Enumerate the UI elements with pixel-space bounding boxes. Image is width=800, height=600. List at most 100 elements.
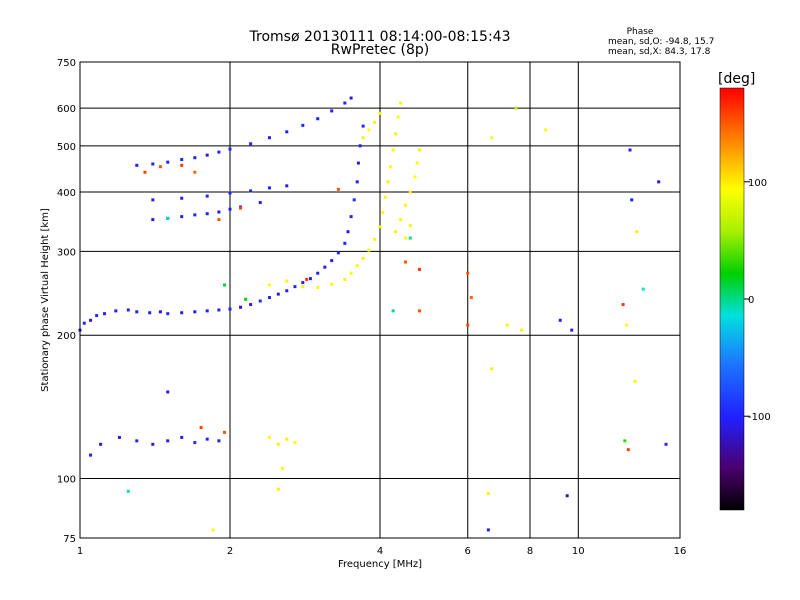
data-point [391,148,395,152]
colorbar-ticks: 100 0 -100 [744,178,771,423]
data-point [356,161,360,165]
stats-line-x: mean, sd,X: 84.3, 17.8 [608,47,711,57]
data-point [349,215,353,219]
stats-line-o: mean, sd,O: -94.8, 15.7 [608,37,714,47]
data-point [520,328,524,332]
data-point [336,251,340,255]
data-point [343,277,347,281]
data-point [343,101,347,105]
data-point [316,117,320,121]
data-point [486,528,490,532]
data-point [403,260,407,264]
data-point [114,309,118,313]
data-point [408,190,412,194]
data-point [193,170,197,174]
data-point [293,441,297,445]
data-point [258,201,262,205]
data-point [381,211,385,215]
data-point [403,236,407,240]
data-point [285,279,289,283]
data-point [394,132,398,136]
data-point [267,283,271,287]
data-point [558,318,562,322]
data-point [117,435,121,439]
y-tick-label: 750 [57,58,76,69]
data-point [373,237,377,241]
x-tick-label: 6 [465,546,471,557]
data-point [223,430,227,434]
data-point [267,186,271,190]
data-point [544,128,548,132]
data-point [151,162,155,166]
data-point [249,189,253,193]
data-point [205,153,209,157]
x-tick-label: 16 [674,546,687,557]
data-point [276,442,280,446]
data-point [244,297,248,301]
data-point [408,224,412,228]
x-tick-label: 2 [227,546,233,557]
data-point [199,425,203,429]
data-point [621,303,625,307]
data-point [346,230,350,234]
chart-subtitle: RwPretec (8p) [331,42,429,58]
data-point [399,101,403,105]
data-point [267,136,271,140]
data-point [135,310,139,314]
data-point [361,256,365,260]
y-tick-label: 500 [57,142,76,153]
y-tick-label: 200 [57,331,76,342]
data-point [413,175,417,179]
data-point [349,96,353,100]
data-point [99,442,103,446]
x-tick-label: 4 [377,546,383,557]
colorbar [719,87,745,511]
data-point [180,435,184,439]
data-point [417,309,421,313]
data-point [217,210,221,214]
data-point [193,156,197,160]
data-point [415,161,419,165]
data-point [301,285,305,289]
data-point [630,198,634,202]
data-point [285,130,289,134]
data-point [239,206,243,210]
data-point [166,160,170,164]
data-point [217,218,221,222]
data-point [166,439,170,443]
data-point [166,390,170,394]
data-point [389,165,393,169]
data-point [285,437,289,441]
data-point [469,296,473,300]
data-point [352,198,356,202]
y-tick-label: 100 [57,475,76,486]
data-point [205,212,209,216]
data-point [267,435,271,439]
data-point [148,311,152,315]
data-point [205,309,209,313]
data-point [505,323,509,327]
data-point [626,448,630,452]
data-point [180,196,184,200]
data-point [281,466,285,470]
data-point [358,144,362,148]
data-point [417,148,421,152]
data-point [399,218,403,222]
data-point [486,492,490,496]
data-point [158,165,162,169]
data-point [316,271,320,275]
data-point [383,195,387,199]
x-tick-label: 8 [527,546,533,557]
data-point [305,277,309,281]
data-points [78,96,668,532]
data-point [89,453,93,457]
y-tick-label: 75 [63,534,76,545]
colorbar-tick-label: 0 [748,295,754,306]
data-point [664,442,668,446]
data-point [343,241,347,245]
data-point [367,128,371,132]
data-point [330,259,334,263]
data-point [249,303,253,307]
data-point [570,328,574,332]
data-point [135,439,139,443]
